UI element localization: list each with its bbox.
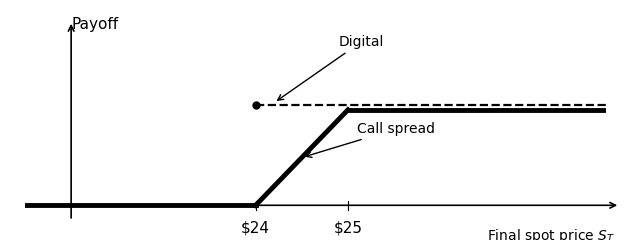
Text: Payoff: Payoff: [71, 17, 118, 32]
Text: Digital: Digital: [278, 35, 384, 100]
Text: $25: $25: [333, 221, 362, 236]
Text: Final spot price $S_T$: Final spot price $S_T$: [488, 227, 616, 240]
Text: $24: $24: [241, 221, 270, 236]
Text: Call spread: Call spread: [306, 122, 435, 157]
